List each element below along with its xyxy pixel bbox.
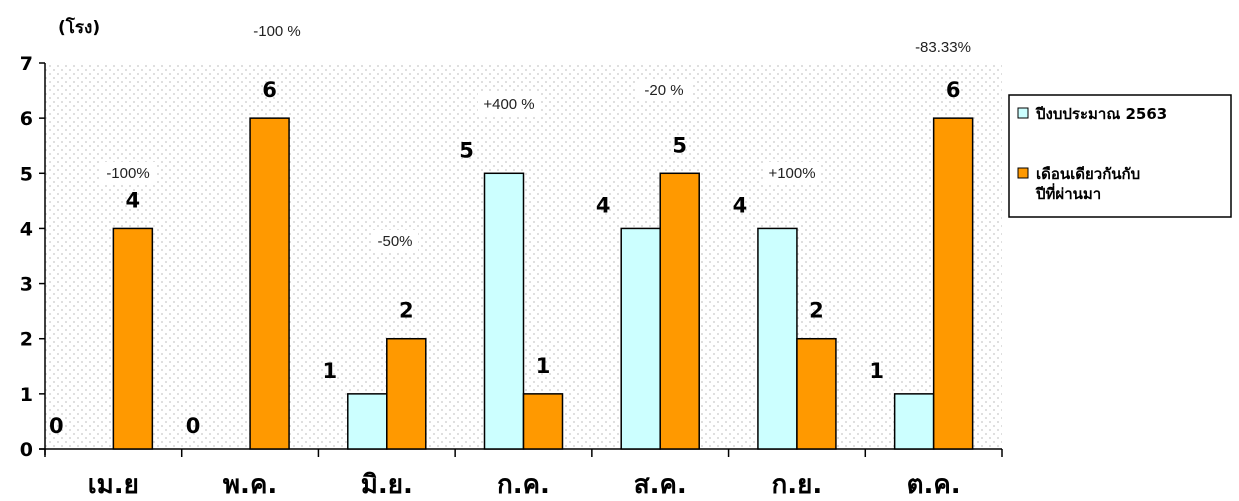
bar-series-2 [659, 172, 700, 450]
percent-change-label: -100 % [253, 23, 301, 40]
percent-label-bg [908, 36, 978, 58]
data-label-series-2: 5 [672, 133, 687, 157]
bar-series-2 [249, 117, 290, 450]
bar-series-2 [112, 227, 154, 450]
data-label-series-2: 6 [946, 78, 961, 102]
percent-change-labels: -100% -100 % -50% +400 % -20 % +100% -83.33% [101, 20, 978, 252]
data-label-series-1: 1 [869, 359, 884, 383]
percent-label-bg [372, 230, 418, 252]
data-label-series-1: 0 [49, 414, 64, 438]
category-label: ต.ค. [907, 470, 961, 500]
y-tick-label: 7 [20, 53, 33, 75]
data-label-series-1: 4 [596, 193, 611, 217]
data-label-series-2: 2 [399, 299, 414, 323]
data-label-series-2: 2 [809, 299, 824, 323]
percent-change-label: -20 % [644, 82, 683, 99]
data-label-series-1: 5 [459, 138, 474, 162]
legend-label-series-2: เดือนเดียวกันกับ [1036, 165, 1140, 183]
bars [112, 117, 974, 450]
data-label-series-2: 4 [126, 188, 141, 212]
percent-label-bg [478, 93, 540, 115]
bar-series-2 [932, 117, 974, 450]
data-label-series-1: 4 [733, 193, 748, 217]
y-axis-unit-label: (โรง) [58, 17, 100, 38]
percent-label-bg [765, 162, 819, 184]
percent-change-label: +400 % [483, 96, 534, 113]
y-tick-label: 3 [20, 274, 33, 296]
category-label: ก.ค. [497, 470, 550, 500]
category-label: ก.ย. [772, 470, 823, 500]
percent-change-label: -83.33% [915, 39, 971, 56]
category-label: พ.ค. [223, 470, 277, 500]
bar-series-1 [483, 172, 525, 450]
bar-series-1 [893, 393, 935, 450]
percent-change-label: +100% [768, 165, 815, 182]
category-label: เม.ย [88, 470, 139, 500]
percent-change-label: -50% [377, 233, 412, 250]
category-labels: เม.ย พ.ค. มิ.ย. ก.ค. ส.ค. ก.ย. ต.ค. [88, 470, 961, 500]
category-label: มิ.ย. [361, 470, 413, 500]
bar-series-1 [620, 227, 661, 450]
legend-swatch-series-1 [1017, 107, 1029, 119]
y-tick-label: 4 [20, 218, 33, 240]
legend-label-series-2: ปีที่ผ่านมา [1035, 183, 1101, 203]
percent-label-bg [637, 79, 691, 101]
percent-label-bg [101, 162, 155, 184]
bar-series-2 [796, 337, 837, 450]
data-label-series-1: 0 [186, 414, 201, 438]
y-tick-label: 2 [20, 329, 33, 351]
y-tick-label: 0 [20, 439, 33, 461]
y-tick-label: 1 [20, 384, 33, 406]
category-label: ส.ค. [634, 470, 687, 500]
y-tick-label: 6 [20, 108, 33, 130]
legend-swatch-series-2 [1017, 167, 1029, 179]
bar-series-2 [522, 393, 564, 450]
legend-label-series-1: ปีงบประมาณ 2563 [1035, 105, 1167, 123]
percent-change-label: -100% [106, 165, 149, 182]
bar-series-1 [347, 393, 388, 450]
data-label-series-1: 1 [322, 359, 337, 383]
percent-label-bg [246, 20, 308, 42]
legend: ปีงบประมาณ 2563 เดือนเดียวกันกับปีที่ผ่าน… [1008, 94, 1232, 218]
bar-series-2 [386, 337, 427, 450]
y-tick-label: 5 [20, 163, 33, 185]
bar-series-1 [757, 227, 798, 450]
data-label-series-2: 1 [536, 354, 551, 378]
data-label-series-2: 6 [262, 78, 277, 102]
legend-box [1008, 94, 1232, 218]
